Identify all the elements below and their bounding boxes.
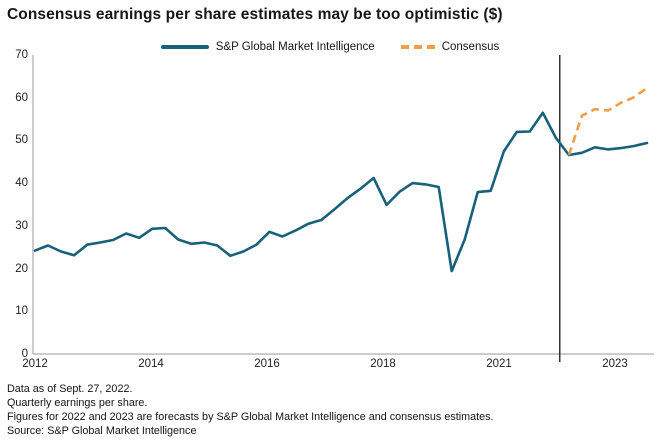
y-tick-label: 40 [15, 177, 28, 190]
y-tick-label: 0 [21, 348, 28, 360]
chart-title: Consensus earnings per share estimates m… [7, 6, 503, 23]
sp-series-line [33, 111, 649, 273]
footnote-line: Source: S&P Global Market Intelligence [7, 425, 197, 437]
x-tick-label: 2021 [486, 358, 512, 370]
footnote-line: Figures for 2022 and 2023 are forecasts … [7, 411, 494, 423]
consensus-dashed-swatch-icon [400, 45, 435, 49]
sp-line-swatch-icon [160, 45, 209, 49]
x-tick-label: 2018 [370, 358, 396, 370]
footnote-line: Quarterly earnings per share. [7, 397, 148, 409]
y-tick-label: 70 [15, 49, 28, 61]
y-tick-label: 50 [15, 134, 28, 147]
chart-area: 70 60 50 40 30 20 10 0 2012 2014 2016 20… [0, 49, 660, 375]
legend-item-consensus: Consensus [400, 41, 500, 53]
y-tick-label: 30 [15, 219, 28, 232]
legend-label-sp: S&P Global Market Intelligence [215, 41, 375, 53]
legend-item-sp: S&P Global Market Intelligence [160, 41, 375, 53]
x-tick-label: 2016 [254, 358, 280, 370]
footnote-line: Data as of Sept. 27, 2022. [7, 383, 133, 395]
x-tick-label: 2014 [138, 358, 164, 370]
footnotes: Data as of Sept. 27, 2022. Quarterly ear… [7, 382, 653, 438]
y-tick-label: 60 [15, 91, 28, 104]
x-tick-label: 2023 [602, 358, 628, 370]
consensus-series-line [567, 86, 648, 156]
legend-label-consensus: Consensus [441, 41, 500, 53]
y-tick-label: 20 [15, 262, 28, 275]
x-tick-label: 2012 [22, 358, 48, 370]
y-tick-label: 10 [15, 305, 28, 318]
chart-legend: S&P Global Market Intelligence Consensus [0, 39, 660, 55]
plot-canvas [32, 55, 654, 362]
